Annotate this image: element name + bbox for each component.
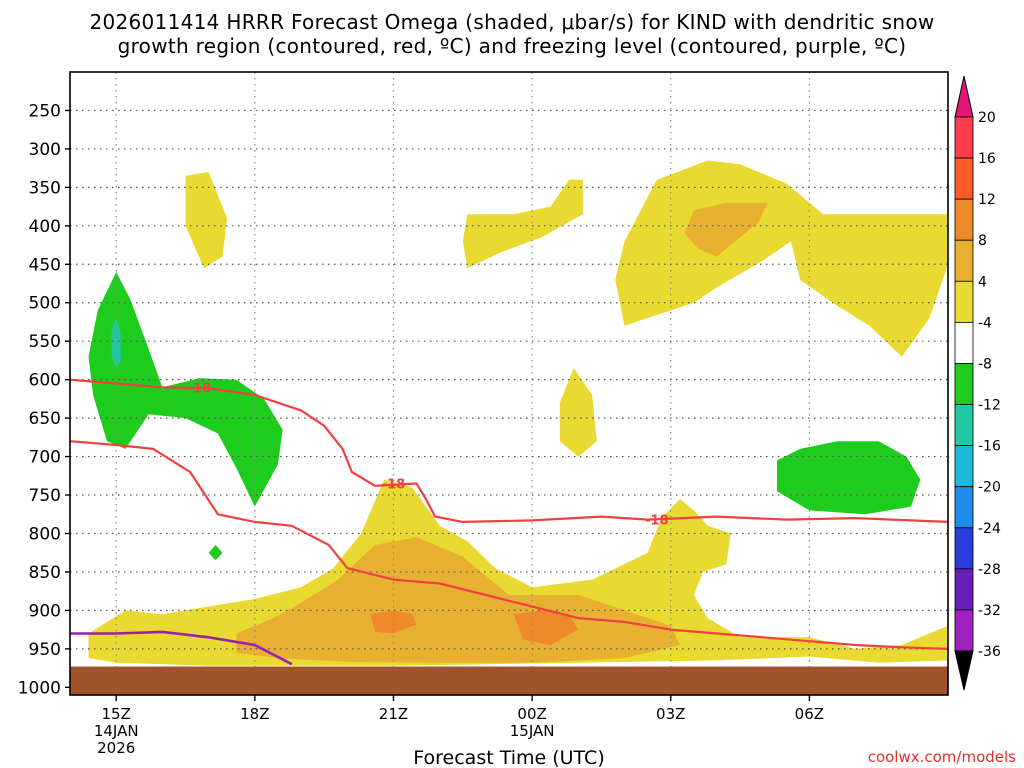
x-tick-label-06Z: 06Z bbox=[795, 705, 824, 723]
contour-label-0: -18 bbox=[188, 381, 212, 396]
x-tick-year-15Z: 2026 bbox=[97, 739, 135, 757]
omega-region-9 bbox=[88, 272, 283, 507]
y-tick-label-400: 400 bbox=[29, 217, 61, 237]
x-tick-label-15Z: 15Z bbox=[102, 705, 131, 723]
y-tick-label-800: 800 bbox=[29, 524, 61, 544]
colorbar-box-1 bbox=[954, 157, 974, 200]
y-tick-label-550: 550 bbox=[29, 332, 61, 352]
colorbar-box-10 bbox=[954, 527, 974, 570]
omega-region-8 bbox=[513, 610, 579, 645]
omega-region-11 bbox=[208, 545, 223, 561]
x-tick-label-21Z: 21Z bbox=[379, 705, 408, 723]
grid-lines bbox=[70, 72, 948, 695]
omega-region-0 bbox=[185, 172, 228, 269]
colorbar-tick-16: 16 bbox=[978, 151, 996, 167]
y-tick-label-350: 350 bbox=[29, 178, 61, 198]
contour-label-2: -18 bbox=[645, 514, 669, 529]
y-tick-label-750: 750 bbox=[29, 486, 61, 506]
dgz-bottom-contour bbox=[70, 440, 948, 650]
colorbar-tick-8: 8 bbox=[978, 233, 987, 249]
y-tick-label-650: 650 bbox=[29, 409, 61, 429]
dgz-top-contour bbox=[70, 378, 948, 523]
colorbar-box-12 bbox=[954, 609, 974, 652]
colorbar-box-7 bbox=[954, 404, 974, 447]
chart-title-line2: growth region (contoured, red, ºC) and f… bbox=[117, 34, 907, 58]
omega-region-2 bbox=[615, 160, 948, 357]
colorbar-tick--4: -4 bbox=[978, 315, 992, 331]
colorbar-box-9 bbox=[954, 486, 974, 529]
colorbar-tick--36: -36 bbox=[978, 644, 1001, 660]
y-tick-label-300: 300 bbox=[29, 140, 61, 160]
colorbar-box-11 bbox=[954, 568, 974, 611]
colorbar-box-3 bbox=[954, 239, 974, 282]
colorbar-box-0 bbox=[954, 116, 974, 159]
colorbar-top-arrow bbox=[954, 75, 974, 118]
contour-lines bbox=[70, 378, 948, 666]
colorbar-box-2 bbox=[954, 198, 974, 241]
x-tick-label-03Z: 03Z bbox=[656, 705, 685, 723]
y-tick-label-950: 950 bbox=[29, 640, 61, 660]
y-tick-label-600: 600 bbox=[29, 371, 61, 391]
axes-ticks: 250 300 350 400 450 500 550 600 650 700 750 800 850 9… bbox=[18, 101, 824, 757]
x-tick-label-18Z: 18Z bbox=[240, 705, 269, 723]
credit-text: coolwx.com/models bbox=[867, 748, 1016, 766]
colorbar-tick-4: 4 bbox=[978, 274, 987, 290]
omega-region-7 bbox=[370, 610, 417, 634]
x-tick-date-00Z: 15JAN bbox=[510, 722, 555, 740]
x-tick-label-00Z: 00Z bbox=[517, 705, 546, 723]
colorbar-tick--20: -20 bbox=[978, 480, 1001, 496]
omega-shaded-regions bbox=[88, 160, 948, 666]
colorbar-tick--28: -28 bbox=[978, 562, 1001, 578]
colorbar-tick--32: -32 bbox=[978, 603, 1001, 619]
colorbar-box-5 bbox=[954, 321, 974, 364]
colorbar-tick--12: -12 bbox=[978, 398, 1001, 414]
chart-title-line1: 2026011414 HRRR Forecast Omega (shaded, … bbox=[89, 10, 935, 34]
colorbar-tick-20: 20 bbox=[978, 110, 996, 126]
ground-surface bbox=[70, 666, 948, 695]
y-tick-label-700: 700 bbox=[29, 448, 61, 468]
colorbar-bottom-arrow bbox=[954, 650, 974, 691]
colorbar-tick--8: -8 bbox=[978, 356, 992, 372]
contour-label-1: -18 bbox=[382, 477, 406, 492]
colorbar-box-8 bbox=[954, 445, 974, 488]
colorbar-tick--24: -24 bbox=[978, 521, 1001, 537]
y-tick-label-500: 500 bbox=[29, 294, 61, 314]
x-axis-label: Forecast Time (UTC) bbox=[413, 747, 604, 768]
colorbar-box-6 bbox=[954, 363, 974, 405]
y-tick-label-250: 250 bbox=[29, 101, 61, 121]
colorbar-tick-12: 12 bbox=[978, 192, 996, 208]
colorbar-tick--16: -16 bbox=[978, 439, 1001, 455]
y-tick-label-450: 450 bbox=[29, 255, 61, 275]
freezing-level-contour bbox=[70, 630, 293, 666]
y-tick-label-1000: 1000 bbox=[18, 678, 61, 698]
contour-labels: -18 -18 -18 bbox=[188, 381, 669, 529]
y-tick-label-900: 900 bbox=[29, 601, 61, 621]
plot-frame bbox=[69, 71, 949, 696]
omega-region-12 bbox=[777, 441, 921, 515]
omega-region-1 bbox=[462, 179, 583, 269]
y-tick-label-850: 850 bbox=[29, 563, 61, 583]
colorbar: 20 16 12 8 4 -4 -8 -12 -16 -20 -24 -28 -32 -36 bbox=[954, 75, 1001, 691]
x-tick-date-15Z: 14JAN bbox=[94, 722, 139, 740]
omega-region-3 bbox=[684, 202, 768, 257]
omega-region-4 bbox=[559, 368, 597, 457]
colorbar-box-4 bbox=[954, 280, 974, 323]
